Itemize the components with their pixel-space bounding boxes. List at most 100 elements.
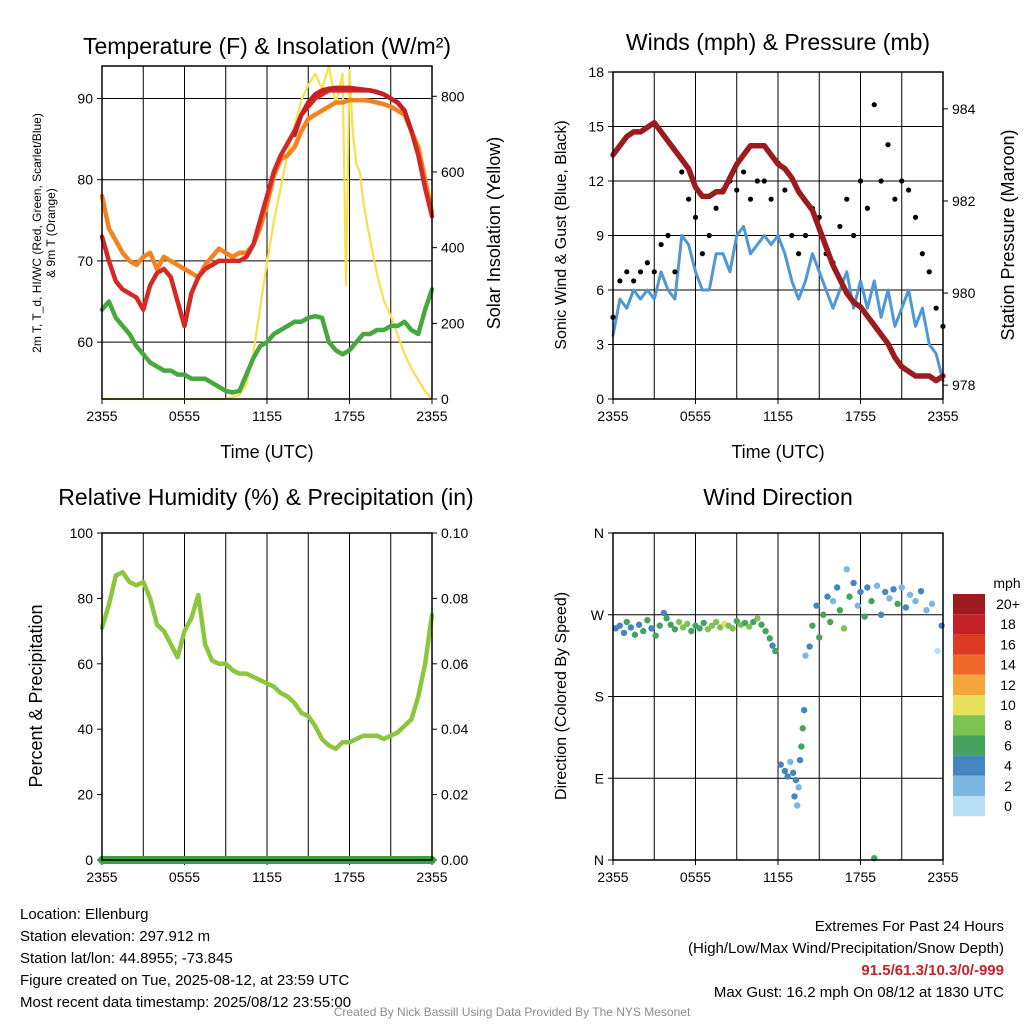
gust-point bbox=[665, 232, 671, 239]
direction-point bbox=[796, 756, 804, 764]
x-tick-label: 1155 bbox=[252, 408, 282, 424]
gust-point bbox=[837, 223, 843, 230]
direction-point bbox=[660, 609, 668, 617]
created-text: Figure created on Tue, 2025-08-12, at 23… bbox=[20, 972, 350, 989]
temperature-chart: 2355 0555 1155 1755 2355 60 70 80 90 0 200 400 600 80… bbox=[30, 33, 504, 462]
direction-point bbox=[857, 588, 864, 596]
y-tick-label: 15 bbox=[588, 119, 604, 135]
direction-point bbox=[733, 617, 740, 625]
y-tick-label: 9 bbox=[596, 228, 604, 244]
gust-point bbox=[747, 196, 754, 202]
direction-point bbox=[717, 624, 724, 631]
direction-point bbox=[671, 626, 679, 633]
legend-label: 12 bbox=[1000, 677, 1016, 693]
legend-swatch bbox=[953, 735, 985, 756]
direction-point bbox=[816, 634, 823, 641]
direction-point bbox=[928, 600, 936, 608]
gust-point bbox=[796, 251, 802, 257]
direction-point bbox=[769, 642, 776, 649]
gust-point bbox=[699, 251, 705, 257]
direction-point bbox=[616, 622, 624, 629]
direction-point bbox=[627, 624, 635, 631]
gust-point bbox=[644, 260, 650, 266]
direction-point bbox=[906, 591, 914, 598]
legend-label: 20+ bbox=[996, 596, 1020, 612]
y-axis-label-left: Sonic Wind & Gust (Blue, Black) bbox=[553, 120, 570, 349]
direction-point bbox=[850, 579, 857, 587]
direction-point bbox=[781, 767, 789, 775]
gust-point bbox=[802, 232, 809, 239]
direction-point bbox=[938, 622, 945, 629]
direction-point bbox=[873, 582, 881, 589]
direction-point bbox=[684, 620, 691, 628]
direction-point bbox=[886, 595, 893, 602]
gust-point bbox=[789, 232, 795, 239]
y-tick-label: 400 bbox=[441, 240, 465, 256]
legend-label: 2 bbox=[1004, 778, 1012, 794]
x-tick-label: 0555 bbox=[169, 408, 200, 424]
max-gust-text: Max Gust: 16.2 mph On 08/12 at 1830 UTC bbox=[713, 984, 1004, 1001]
y-tick-label: 0.06 bbox=[441, 656, 468, 672]
gust-point bbox=[713, 205, 719, 211]
y-tick-label: 800 bbox=[441, 88, 465, 104]
gust-point bbox=[912, 214, 919, 220]
direction-point bbox=[798, 743, 805, 750]
x-tick-label: 0555 bbox=[169, 869, 200, 885]
series-relative-humidity bbox=[99, 569, 435, 752]
y-tick-label: 200 bbox=[441, 315, 465, 331]
direction-point bbox=[902, 604, 910, 611]
direction-point bbox=[813, 602, 820, 609]
y-tick-label: 70 bbox=[77, 253, 93, 269]
x-tick-label: 2355 bbox=[597, 869, 628, 885]
legend-label: 18 bbox=[1000, 616, 1016, 632]
direction-point bbox=[766, 635, 773, 642]
gust-point bbox=[631, 278, 637, 284]
x-tick-label: 2355 bbox=[86, 869, 117, 885]
direction-point bbox=[758, 621, 765, 628]
gust-point bbox=[851, 232, 857, 239]
y-tick-label: 0.00 bbox=[441, 852, 468, 868]
direction-point bbox=[802, 652, 809, 659]
series-dewpoint bbox=[99, 287, 435, 395]
direction-point bbox=[894, 600, 901, 608]
legend-swatch bbox=[953, 634, 985, 655]
direction-point bbox=[794, 802, 801, 809]
legend-label: 0 bbox=[1004, 798, 1012, 814]
direction-point bbox=[635, 621, 643, 628]
legend-label: 4 bbox=[1004, 758, 1012, 774]
direction-point bbox=[620, 629, 628, 637]
y-tick-label: 600 bbox=[441, 164, 465, 180]
x-axis-label: Time (UTC) bbox=[220, 442, 313, 462]
y-tick-label: 3 bbox=[596, 337, 604, 353]
direction-point bbox=[792, 776, 800, 784]
gust-point bbox=[844, 196, 850, 202]
legend-swatch bbox=[953, 796, 985, 817]
gust-point bbox=[679, 169, 685, 175]
extremes-info: Extremes For Past 24 Hours (High/Low/Max… bbox=[688, 916, 1004, 1004]
direction-point bbox=[754, 615, 761, 622]
y-tick-label: N bbox=[594, 525, 604, 541]
plot-border bbox=[101, 532, 433, 861]
recent-text: Most recent data timestamp: 2025/08/12 2… bbox=[20, 994, 352, 1011]
y-tick-label: 980 bbox=[952, 285, 976, 301]
x-tick-label: 0555 bbox=[680, 408, 711, 424]
gust-point bbox=[926, 269, 932, 275]
direction-point bbox=[656, 622, 663, 629]
gust-point bbox=[919, 251, 925, 257]
y-tick-label: 978 bbox=[952, 377, 976, 393]
y-axis-label-left: Percent & Precipitation bbox=[26, 604, 46, 787]
direction-point bbox=[648, 625, 655, 632]
extremes-title: Extremes For Past 24 Hours bbox=[814, 918, 1004, 935]
x-tick-label: 1755 bbox=[334, 408, 365, 424]
direction-point bbox=[882, 588, 889, 596]
direction-point bbox=[623, 618, 630, 626]
gust-point bbox=[761, 178, 767, 184]
direction-point bbox=[708, 622, 716, 629]
winds-chart: 2355 0555 1155 1755 235503691215189789809829… bbox=[553, 29, 1018, 462]
y-axis-label-left: Direction (Colored By Speed) bbox=[553, 592, 570, 800]
chart-title: Wind Direction bbox=[703, 484, 853, 510]
legend-swatch bbox=[953, 755, 985, 776]
gust-point bbox=[885, 142, 891, 148]
direction-point bbox=[912, 597, 919, 605]
direction-point bbox=[809, 622, 816, 629]
